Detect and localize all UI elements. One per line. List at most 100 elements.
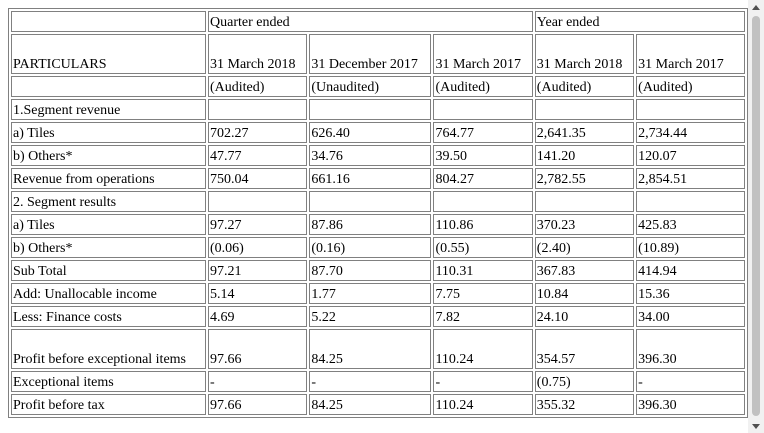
value-cell: 24.10	[534, 306, 635, 327]
row-label: b) Others*	[11, 237, 206, 258]
row-label: 1.Segment revenue	[11, 99, 206, 120]
scroll-thumb[interactable]	[752, 16, 760, 416]
value-cell: 97.66	[208, 329, 308, 369]
empty-header-cell	[11, 11, 206, 32]
row-label: Exceptional items	[11, 371, 206, 392]
header-row-groups: Quarter ended Year ended	[11, 11, 745, 32]
value-cell: 47.77	[208, 145, 308, 166]
audit-status-header: (Audited)	[534, 76, 635, 97]
value-cell: 120.07	[636, 145, 745, 166]
row-label: Less: Finance costs	[11, 306, 206, 327]
table-row: b) Others* (0.06) (0.16) (0.55) (2.40) (10.89…	[11, 237, 745, 258]
row-label: Revenue from operations	[11, 168, 206, 189]
value-cell: 396.30	[636, 329, 745, 369]
period-date-header: 31 March 2018	[534, 34, 635, 74]
value-cell: 764.77	[433, 122, 533, 143]
period-date-header: 31 December 2017	[309, 34, 432, 74]
value-cell: 5.14	[208, 283, 308, 304]
value-cell: -	[636, 371, 745, 392]
row-label: Profit before exceptional items	[11, 329, 206, 369]
value-cell: 110.24	[433, 329, 533, 369]
value-cell: 110.86	[433, 214, 533, 235]
value-cell: 661.16	[309, 168, 432, 189]
value-cell: (2.40)	[534, 237, 635, 258]
value-cell: 87.86	[309, 214, 432, 235]
value-cell: 354.57	[534, 329, 635, 369]
header-row-status: (Audited) (Unaudited) (Audited) (Audited…	[11, 76, 745, 97]
row-label: a) Tiles	[11, 122, 206, 143]
value-cell	[309, 191, 432, 212]
value-cell: 15.36	[636, 283, 745, 304]
value-cell: 702.27	[208, 122, 308, 143]
scroll-down-button[interactable]	[748, 419, 764, 433]
value-cell	[433, 191, 533, 212]
segment-results-table: Quarter ended Year ended PARTICULARS 31 …	[8, 8, 748, 418]
value-cell	[433, 99, 533, 120]
value-cell: 97.27	[208, 214, 308, 235]
value-cell	[534, 191, 635, 212]
value-cell: 34.76	[309, 145, 432, 166]
table-row: Revenue from operations 750.04 661.16 804.2…	[11, 168, 745, 189]
row-label: a) Tiles	[11, 214, 206, 235]
table-row: Add: Unallocable income 5.14 1.77 7.75 10.84…	[11, 283, 745, 304]
value-cell	[208, 191, 308, 212]
value-cell: (0.75)	[534, 371, 635, 392]
value-cell: 367.83	[534, 260, 635, 281]
audit-status-header: (Unaudited)	[309, 76, 432, 97]
value-cell: 87.70	[309, 260, 432, 281]
period-date-header: 31 March 2017	[636, 34, 745, 74]
period-date-header: 31 March 2018	[208, 34, 308, 74]
audit-status-header: (Audited)	[636, 76, 745, 97]
value-cell: 97.66	[208, 394, 308, 415]
scroll-up-button[interactable]	[748, 0, 764, 14]
table-row: 1.Segment revenue	[11, 99, 745, 120]
value-cell: -	[309, 371, 432, 392]
row-label: Profit before tax	[11, 394, 206, 415]
value-cell: (0.16)	[309, 237, 432, 258]
value-cell	[636, 99, 745, 120]
table-row: Profit before exceptional items 97.66 84.2…	[11, 329, 745, 369]
value-cell: 110.24	[433, 394, 533, 415]
value-cell: 425.83	[636, 214, 745, 235]
value-cell: 355.32	[534, 394, 635, 415]
value-cell: 414.94	[636, 260, 745, 281]
value-cell: 7.82	[433, 306, 533, 327]
document-viewport: Quarter ended Year ended PARTICULARS 31 …	[8, 8, 748, 418]
value-cell: 34.00	[636, 306, 745, 327]
value-cell: 4.69	[208, 306, 308, 327]
row-label: Add: Unallocable income	[11, 283, 206, 304]
value-cell: 10.84	[534, 283, 635, 304]
particulars-header: PARTICULARS	[11, 34, 206, 74]
value-cell: 804.27	[433, 168, 533, 189]
table-row: a) Tiles 97.27 87.86 110.86 370.23 425.83	[11, 214, 745, 235]
row-label: 2. Segment results	[11, 191, 206, 212]
value-cell: (0.06)	[208, 237, 308, 258]
year-ended-header: Year ended	[534, 11, 745, 32]
value-cell: 1.77	[309, 283, 432, 304]
vertical-scrollbar[interactable]	[748, 0, 764, 433]
value-cell: 2,782.55	[534, 168, 635, 189]
row-label: Sub Total	[11, 260, 206, 281]
table-row: Less: Finance costs 4.69 5.22 7.82 24.10 34.0…	[11, 306, 745, 327]
period-date-header: 31 March 2017	[433, 34, 533, 74]
value-cell: 370.23	[534, 214, 635, 235]
value-cell: 2,641.35	[534, 122, 635, 143]
table-row: Exceptional items - - - (0.75) -	[11, 371, 745, 392]
value-cell	[534, 99, 635, 120]
table-row: a) Tiles 702.27 626.40 764.77 2,641.35 2,734.…	[11, 122, 745, 143]
triangle-down-icon	[752, 423, 760, 429]
table-body: 1.Segment revenue a) Tiles 702.27 626.40 764…	[11, 99, 745, 415]
value-cell: 39.50	[433, 145, 533, 166]
value-cell: 750.04	[208, 168, 308, 189]
value-cell: 84.25	[309, 394, 432, 415]
header-row-dates: PARTICULARS 31 March 2018 31 December 20…	[11, 34, 745, 74]
value-cell: -	[208, 371, 308, 392]
value-cell: 5.22	[309, 306, 432, 327]
value-cell	[309, 99, 432, 120]
quarter-ended-header: Quarter ended	[208, 11, 533, 32]
value-cell: 97.21	[208, 260, 308, 281]
triangle-up-icon	[752, 4, 760, 10]
table-row: Sub Total 97.21 87.70 110.31 367.83 414.94	[11, 260, 745, 281]
value-cell: 2,854.51	[636, 168, 745, 189]
value-cell: (0.55)	[433, 237, 533, 258]
